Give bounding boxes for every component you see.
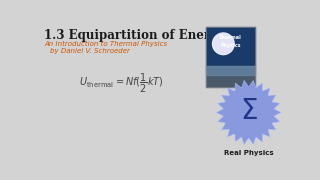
Text: $\Sigma$: $\Sigma$ bbox=[240, 97, 258, 125]
Text: $U_{\mathrm{thermal}} = Nf(\dfrac{1}{2}kT)$: $U_{\mathrm{thermal}} = Nf(\dfrac{1}{2}k… bbox=[79, 72, 164, 95]
Text: Physics: Physics bbox=[220, 42, 241, 48]
Bar bbox=[206, 27, 255, 66]
Text: by Daniel V. Schroeder: by Daniel V. Schroeder bbox=[50, 48, 130, 54]
Text: 1.3 Equipartition of Energy: 1.3 Equipartition of Energy bbox=[44, 29, 225, 42]
Polygon shape bbox=[216, 80, 281, 145]
Circle shape bbox=[212, 33, 234, 55]
Bar bbox=[206, 66, 255, 87]
Bar bbox=[206, 27, 255, 87]
Bar bbox=[206, 66, 255, 75]
Text: An Introduction to Thermal Physics: An Introduction to Thermal Physics bbox=[44, 41, 167, 47]
Text: Real Physics: Real Physics bbox=[224, 150, 274, 156]
Text: Thermal: Thermal bbox=[219, 35, 242, 40]
Circle shape bbox=[224, 88, 273, 137]
